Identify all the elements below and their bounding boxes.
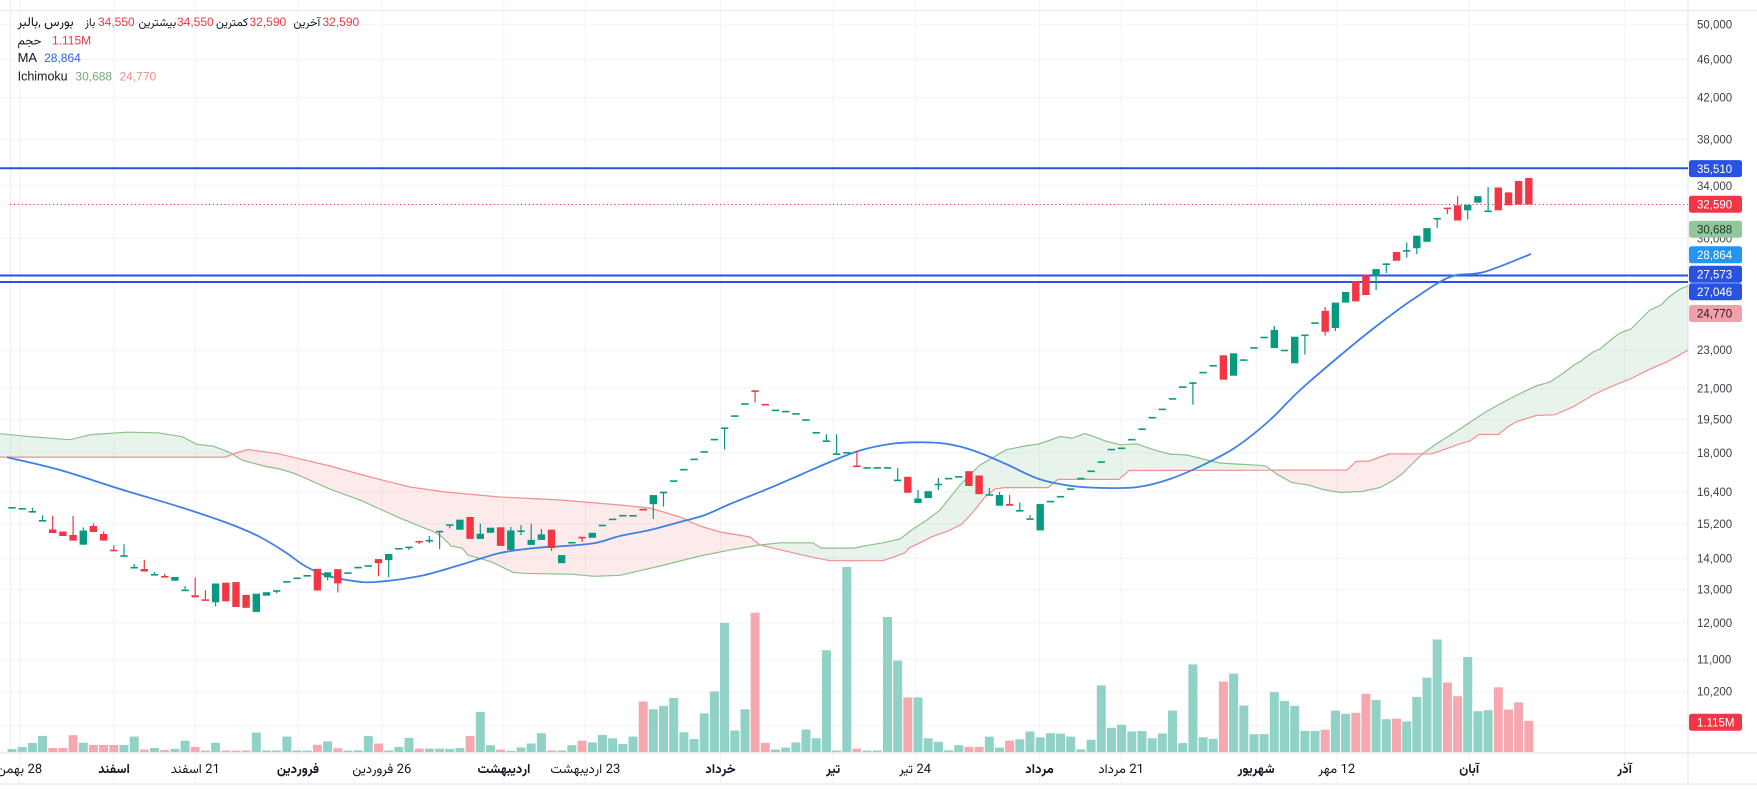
svg-text:28,864: 28,864: [44, 51, 81, 65]
svg-text:35,510: 35,510: [1697, 164, 1732, 176]
svg-text:34,550: 34,550: [177, 15, 214, 29]
svg-text:27,573: 27,573: [1697, 270, 1732, 282]
svg-text:42,000: 42,000: [1697, 93, 1732, 105]
svg-text:12,000: 12,000: [1697, 618, 1732, 630]
svg-text:28,864: 28,864: [1697, 250, 1733, 262]
svg-text:18,000: 18,000: [1697, 448, 1732, 460]
svg-text:32,590: 32,590: [1697, 200, 1732, 212]
svg-text:32,590: 32,590: [323, 15, 360, 29]
svg-text:10,200: 10,200: [1697, 687, 1732, 699]
svg-text:30,688: 30,688: [75, 70, 112, 84]
svg-text:46,000: 46,000: [1697, 55, 1732, 67]
svg-text:23,000: 23,000: [1697, 345, 1732, 357]
svg-text:32,590: 32,590: [250, 15, 287, 29]
svg-text:14,000: 14,000: [1697, 553, 1732, 565]
svg-text:11,000: 11,000: [1697, 655, 1731, 667]
svg-text:1.115M: 1.115M: [52, 34, 91, 48]
svg-text:21,000: 21,000: [1697, 383, 1732, 395]
svg-text:24,770: 24,770: [1697, 309, 1732, 321]
svg-text:34,000: 34,000: [1697, 181, 1732, 193]
svg-text:MA: MA: [18, 50, 38, 65]
svg-text:24,770: 24,770: [120, 70, 157, 84]
svg-text:34,550: 34,550: [98, 15, 135, 29]
svg-text:19,500: 19,500: [1697, 414, 1732, 426]
svg-text:50,000: 50,000: [1697, 20, 1732, 32]
svg-text:38,000: 38,000: [1697, 135, 1732, 147]
svg-text:27,046: 27,046: [1697, 287, 1732, 299]
svg-text:Ichimoku: Ichimoku: [18, 70, 68, 84]
svg-text:15,200: 15,200: [1697, 519, 1732, 531]
svg-text:16,400: 16,400: [1697, 487, 1732, 499]
svg-text:30,688: 30,688: [1697, 225, 1732, 237]
svg-text:13,000: 13,000: [1697, 585, 1732, 597]
svg-text:1.115M: 1.115M: [1697, 718, 1735, 730]
